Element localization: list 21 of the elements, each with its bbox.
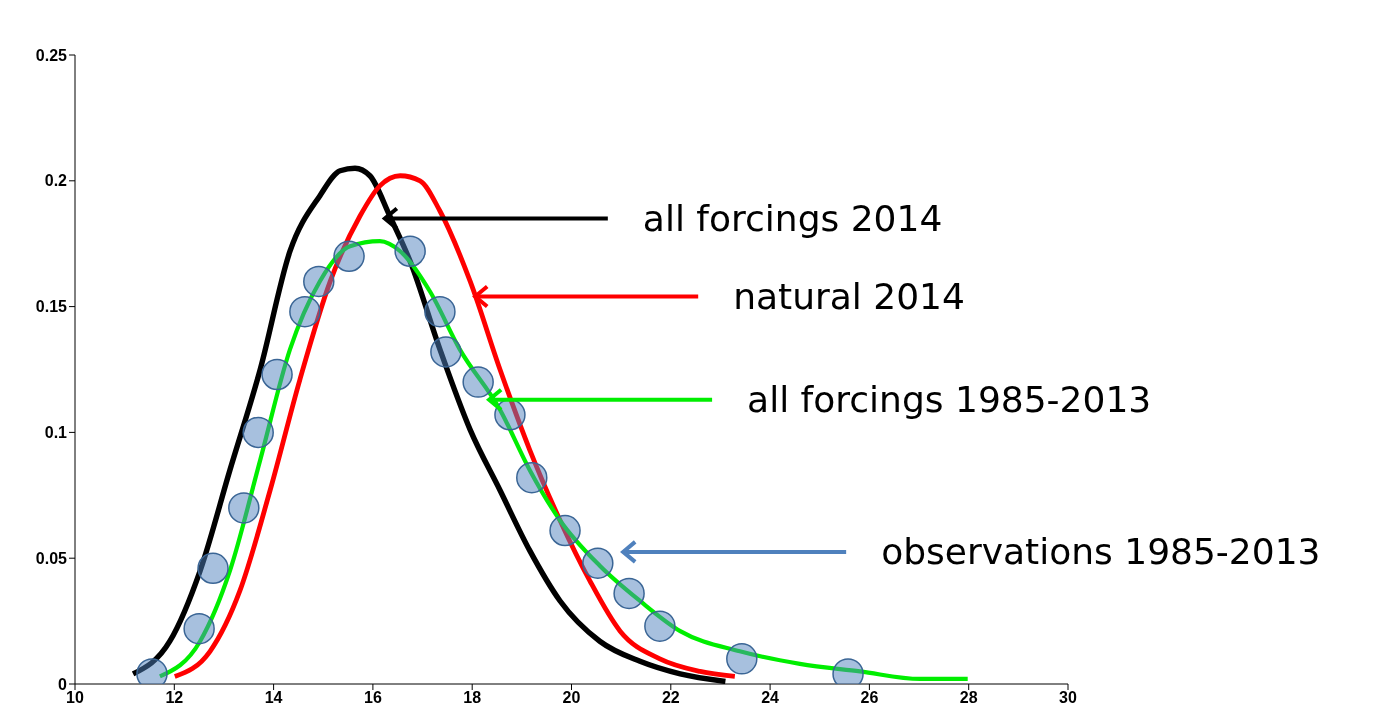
x-tick-label: 30 — [1059, 689, 1077, 707]
annotation: observations 1985-2013 — [881, 530, 1321, 572]
y-tick-label: 0.05 — [35, 549, 68, 567]
x-tick-label: 18 — [463, 689, 482, 707]
annotation: natural 2014 — [733, 275, 965, 317]
x-tick-label: 16 — [364, 689, 382, 707]
x-tick-label: 14 — [264, 689, 283, 707]
y-tick-label: 0.1 — [44, 424, 68, 442]
y-tick-label: 0.2 — [44, 172, 68, 190]
x-tick-label: 10 — [66, 689, 84, 707]
y-tick-label: 0.15 — [35, 298, 68, 316]
annotation: all forcings 1985-2013 — [747, 378, 1152, 420]
annotation: all forcings 2014 — [642, 197, 943, 239]
y-tick-label: 0 — [58, 675, 68, 693]
x-tick-label: 28 — [959, 689, 978, 707]
y-tick-label: 0.25 — [35, 46, 68, 64]
x-tick-label: 26 — [860, 689, 879, 707]
x-tick-label: 24 — [761, 689, 780, 707]
x-tick-label: 20 — [562, 689, 581, 707]
x-tick-label: 12 — [165, 689, 184, 707]
x-tick-label: 22 — [661, 689, 680, 707]
